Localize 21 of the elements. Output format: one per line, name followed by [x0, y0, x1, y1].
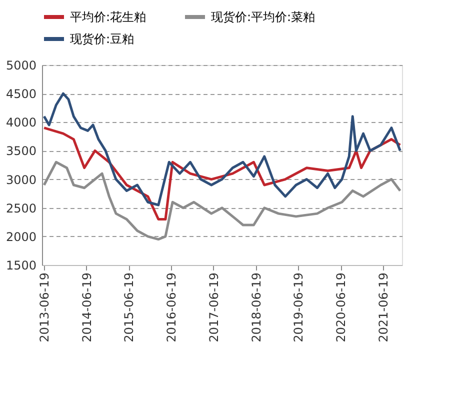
- x-tick-label: 2017-06-19: [206, 272, 221, 342]
- x-tick-label: 2013-06-19: [38, 272, 52, 342]
- legend-label: 平均价:花生粕: [70, 10, 146, 24]
- y-tick-label: 1500: [6, 258, 36, 272]
- x-tick-label: 2016-06-19: [164, 272, 179, 342]
- y-tick-label: 2500: [6, 201, 36, 216]
- x-tick-label: 2014-06-19: [80, 272, 94, 342]
- x-tick-label: 2020-06-19: [334, 272, 348, 342]
- x-tick-label: 2021-06-19: [376, 272, 390, 342]
- legend-label: 现货价:平均价:菜粕: [211, 10, 316, 24]
- y-tick-label: 4000: [6, 116, 36, 130]
- y-tick-label: 4500: [6, 87, 36, 102]
- y-tick-label: 2000: [6, 230, 36, 244]
- line-series: [42, 92, 402, 206]
- y-tick-label: 5000: [6, 58, 36, 72]
- x-tick-label: 2019-06-19: [292, 272, 306, 342]
- x-tick-label: 2018-06-19: [249, 272, 264, 342]
- legend-label: 现货价:豆粕: [70, 32, 134, 46]
- y-tick-label: 3500: [6, 144, 36, 158]
- x-tick-label: 2015-06-19: [122, 272, 136, 342]
- y-tick-label: 3000: [6, 172, 36, 187]
